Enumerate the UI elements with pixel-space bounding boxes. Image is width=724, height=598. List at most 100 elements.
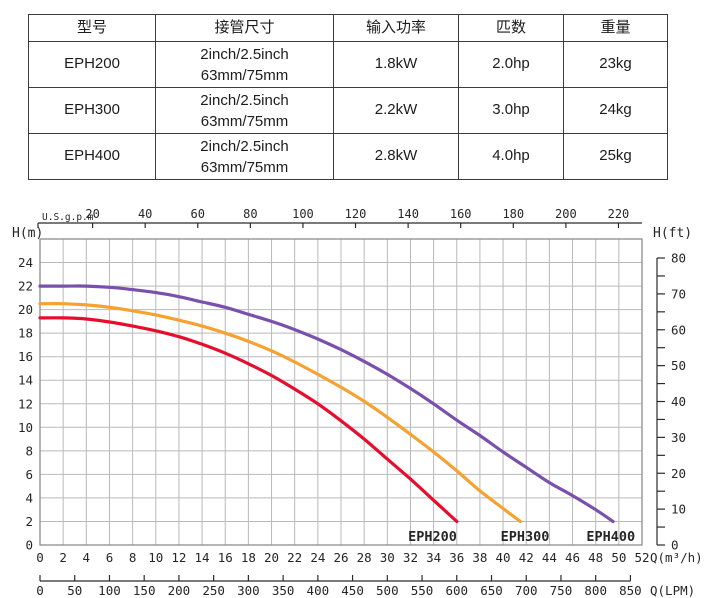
svg-text:10: 10 <box>671 502 686 517</box>
pipe-line-2: 63mm/75mm <box>200 158 289 176</box>
table-row: EPH200 2inch/2.5inch 63mm/75mm 1.8kW 2.0… <box>28 41 668 88</box>
header-model: 型号 <box>28 14 156 42</box>
horsepower-cell: 4.0hp <box>458 133 564 180</box>
svg-text:24: 24 <box>18 255 33 270</box>
svg-text:30: 30 <box>671 430 686 445</box>
svg-text:28: 28 <box>357 550 372 565</box>
svg-text:60: 60 <box>191 207 205 221</box>
svg-text:22: 22 <box>287 550 302 565</box>
svg-text:450: 450 <box>341 583 364 598</box>
svg-text:650: 650 <box>480 583 503 598</box>
table-row: EPH400 2inch/2.5inch 63mm/75mm 2.8kW 4.0… <box>28 133 668 180</box>
svg-text:100: 100 <box>292 207 314 221</box>
svg-text:40: 40 <box>671 394 686 409</box>
pump-curve-chart: 20 40 60 80 100 120 140 160 180 200 220U.S.g.p.m24… <box>12 207 703 598</box>
svg-text:26: 26 <box>333 550 348 565</box>
svg-text:0: 0 <box>25 538 33 553</box>
svg-text:14: 14 <box>18 373 33 388</box>
svg-text:10: 10 <box>18 420 33 435</box>
plot-border <box>39 238 643 546</box>
svg-text:40: 40 <box>138 207 152 221</box>
axis-top-usgpm <box>37 222 642 228</box>
pipe-line-1: 2inch/2.5inch <box>200 91 289 109</box>
svg-text:12: 12 <box>18 396 33 411</box>
svg-text:180: 180 <box>502 207 524 221</box>
svg-text:16: 16 <box>18 349 33 364</box>
svg-text:30: 30 <box>380 550 395 565</box>
axis-right-labels: 80 70 60 50 40 30 20 10 0 H(ft) <box>653 226 692 553</box>
svg-text:350: 350 <box>272 583 295 598</box>
svg-text:80: 80 <box>243 207 257 221</box>
svg-text:46: 46 <box>565 550 580 565</box>
horsepower-cell: 2.0hp <box>458 41 564 88</box>
curve-label-eph300: EPH300 <box>501 529 550 545</box>
pipe-line-1: 2inch/2.5inch <box>200 137 289 155</box>
svg-text:6: 6 <box>106 550 114 565</box>
svg-text:20: 20 <box>18 302 33 317</box>
svg-text:0: 0 <box>36 550 44 565</box>
svg-text:12: 12 <box>171 550 186 565</box>
power-cell: 2.2kW <box>333 87 459 134</box>
svg-text:38: 38 <box>472 550 487 565</box>
axis-top-labels: 20 40 60 80 100 120 140 160 180 200 220 U.S.g.p.m <box>42 207 629 223</box>
svg-text:400: 400 <box>307 583 330 598</box>
axis-bottom-m3h: 0 2 4 6 8 10 12 14 16 18 20 22 24 26 28 30 32 34 36 38 40 42 4… <box>36 550 702 565</box>
header-weight: 重量 <box>563 14 668 42</box>
svg-text:700: 700 <box>515 583 538 598</box>
model-cell: EPH300 <box>28 87 156 134</box>
svg-text:34: 34 <box>426 550 441 565</box>
svg-text:2: 2 <box>25 514 33 529</box>
axis-right-title: H(ft) <box>653 226 692 241</box>
svg-text:70: 70 <box>671 286 686 301</box>
svg-text:8: 8 <box>25 443 33 458</box>
svg-text:20: 20 <box>671 466 686 481</box>
axis-bottom-title: Q(m³/h) <box>650 550 703 565</box>
svg-text:0: 0 <box>36 583 44 598</box>
axis-bottom-lpm <box>39 575 632 582</box>
model-cell: EPH200 <box>28 41 156 88</box>
svg-text:18: 18 <box>241 550 256 565</box>
svg-text:500: 500 <box>376 583 399 598</box>
pipe-line-2: 63mm/75mm <box>200 112 289 130</box>
svg-text:52: 52 <box>634 550 649 565</box>
svg-text:60: 60 <box>671 322 686 337</box>
pipe-cell: 2inch/2.5inch 63mm/75mm <box>155 41 334 88</box>
table-row: EPH300 2inch/2.5inch 63mm/75mm 2.2kW 3.0… <box>28 87 668 134</box>
header-horsepower: 匹数 <box>458 14 564 42</box>
svg-text:50: 50 <box>67 583 82 598</box>
svg-text:0: 0 <box>671 538 679 553</box>
svg-text:18: 18 <box>18 326 33 341</box>
pipe-cell: 2inch/2.5inch 63mm/75mm <box>155 87 334 134</box>
curve-eph400 <box>38 284 615 524</box>
pipe-line-1: 2inch/2.5inch <box>200 45 289 63</box>
svg-text:10: 10 <box>148 550 163 565</box>
spec-header-row: 型号 接管尺寸 输入功率 匹数 重量 <box>28 14 668 42</box>
svg-text:200: 200 <box>555 207 577 221</box>
weight-cell: 23kg <box>563 41 668 88</box>
svg-text:750: 750 <box>550 583 573 598</box>
axis-left-title: H(m) <box>12 226 43 241</box>
svg-text:600: 600 <box>445 583 468 598</box>
svg-text:36: 36 <box>449 550 464 565</box>
svg-text:550: 550 <box>411 583 434 598</box>
svg-text:48: 48 <box>588 550 603 565</box>
svg-text:80: 80 <box>671 251 686 266</box>
chart-grid <box>39 238 643 546</box>
svg-text:140: 140 <box>397 207 419 221</box>
svg-text:8: 8 <box>129 550 137 565</box>
model-cell: EPH400 <box>28 133 156 180</box>
svg-text:16: 16 <box>218 550 233 565</box>
svg-text:6: 6 <box>25 467 33 482</box>
svg-text:160: 160 <box>450 207 472 221</box>
curve-label-eph400: EPH400 <box>586 529 635 545</box>
curve-eph200 <box>38 316 459 524</box>
svg-text:50: 50 <box>611 550 626 565</box>
axis-bottom2-title: Q(LPM) <box>650 583 695 598</box>
svg-text:2: 2 <box>59 550 67 565</box>
curve-eph300 <box>38 302 522 524</box>
svg-text:120: 120 <box>345 207 367 221</box>
svg-text:300: 300 <box>237 583 260 598</box>
axis-right-hft <box>656 257 665 546</box>
weight-cell: 25kg <box>563 133 668 180</box>
